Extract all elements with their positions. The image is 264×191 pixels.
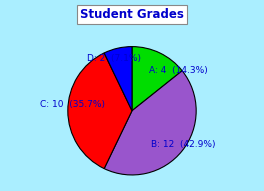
Text: B: 12  (42.9%): B: 12 (42.9%) bbox=[151, 140, 216, 149]
Wedge shape bbox=[104, 47, 132, 111]
Wedge shape bbox=[132, 47, 182, 111]
Wedge shape bbox=[68, 53, 132, 169]
Text: C: 10  (35.7%): C: 10 (35.7%) bbox=[40, 100, 105, 109]
Wedge shape bbox=[104, 71, 196, 175]
Text: A: 4  (14.3%): A: 4 (14.3%) bbox=[149, 66, 208, 75]
Text: Student Grades: Student Grades bbox=[80, 8, 184, 21]
Text: D: 2  (7.1%): D: 2 (7.1%) bbox=[87, 54, 141, 63]
